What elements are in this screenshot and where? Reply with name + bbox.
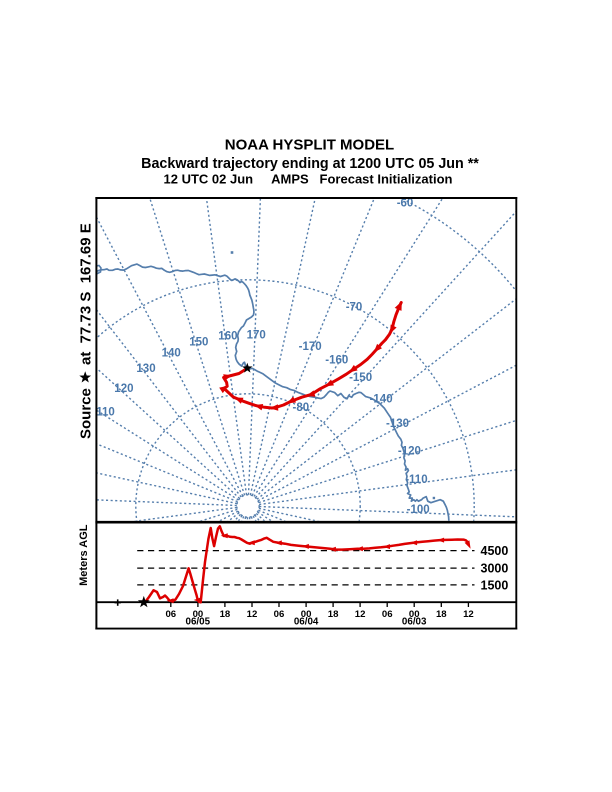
svg-text:Backward trajectory ending at: Backward trajectory ending at 1200 UTC 0… [141, 156, 479, 172]
svg-text:-170: -170 [299, 341, 322, 353]
svg-text:00: 00 [193, 609, 204, 620]
svg-text:-70: -70 [346, 301, 363, 313]
svg-text:-140: -140 [370, 393, 393, 405]
svg-text:at 77.73 S 167.69 E: at 77.73 S 167.69 E [78, 223, 95, 365]
svg-text:12: 12 [247, 609, 258, 620]
svg-text:06/05: 06/05 [186, 616, 211, 627]
svg-text:-120: -120 [398, 445, 421, 457]
svg-text:18: 18 [328, 609, 339, 620]
svg-text:NOAA HYSPLIT MODEL: NOAA HYSPLIT MODEL [225, 136, 394, 153]
svg-text:18: 18 [220, 609, 231, 620]
svg-text:12: 12 [463, 609, 474, 620]
svg-text:Source: Source [78, 388, 95, 439]
svg-text:-80: -80 [292, 402, 309, 414]
svg-text:1500: 1500 [481, 578, 509, 592]
svg-text:12: 12 [355, 609, 366, 620]
svg-text:06: 06 [165, 609, 176, 620]
svg-text:-110: -110 [405, 474, 427, 486]
svg-text:06: 06 [382, 609, 393, 620]
svg-text:06/04: 06/04 [294, 616, 319, 627]
svg-text:130: 130 [136, 363, 155, 375]
svg-text:-130: -130 [386, 418, 409, 430]
svg-text:00: 00 [301, 609, 312, 620]
svg-text:06/03: 06/03 [402, 616, 427, 627]
svg-text:150: 150 [189, 337, 208, 349]
svg-text:4500: 4500 [481, 544, 509, 558]
svg-text:00: 00 [409, 609, 420, 620]
svg-text:110: 110 [96, 406, 115, 418]
svg-text:-160: -160 [325, 354, 348, 366]
svg-text:140: 140 [162, 348, 181, 360]
svg-text:18: 18 [436, 609, 447, 620]
svg-text:160: 160 [218, 331, 237, 343]
svg-text:3000: 3000 [481, 562, 509, 576]
svg-text:06: 06 [274, 609, 285, 620]
svg-text:-60: -60 [397, 197, 414, 209]
svg-text:170: 170 [247, 330, 266, 342]
svg-text:-100: -100 [407, 504, 430, 516]
svg-text:-150: -150 [349, 372, 372, 384]
svg-text:Meters AGL: Meters AGL [78, 524, 90, 586]
svg-text:12 UTC 02 Jun AMPS Forec: 12 UTC 02 Jun AMPS Forecast Initializati… [164, 172, 453, 187]
svg-text:120: 120 [114, 383, 133, 395]
